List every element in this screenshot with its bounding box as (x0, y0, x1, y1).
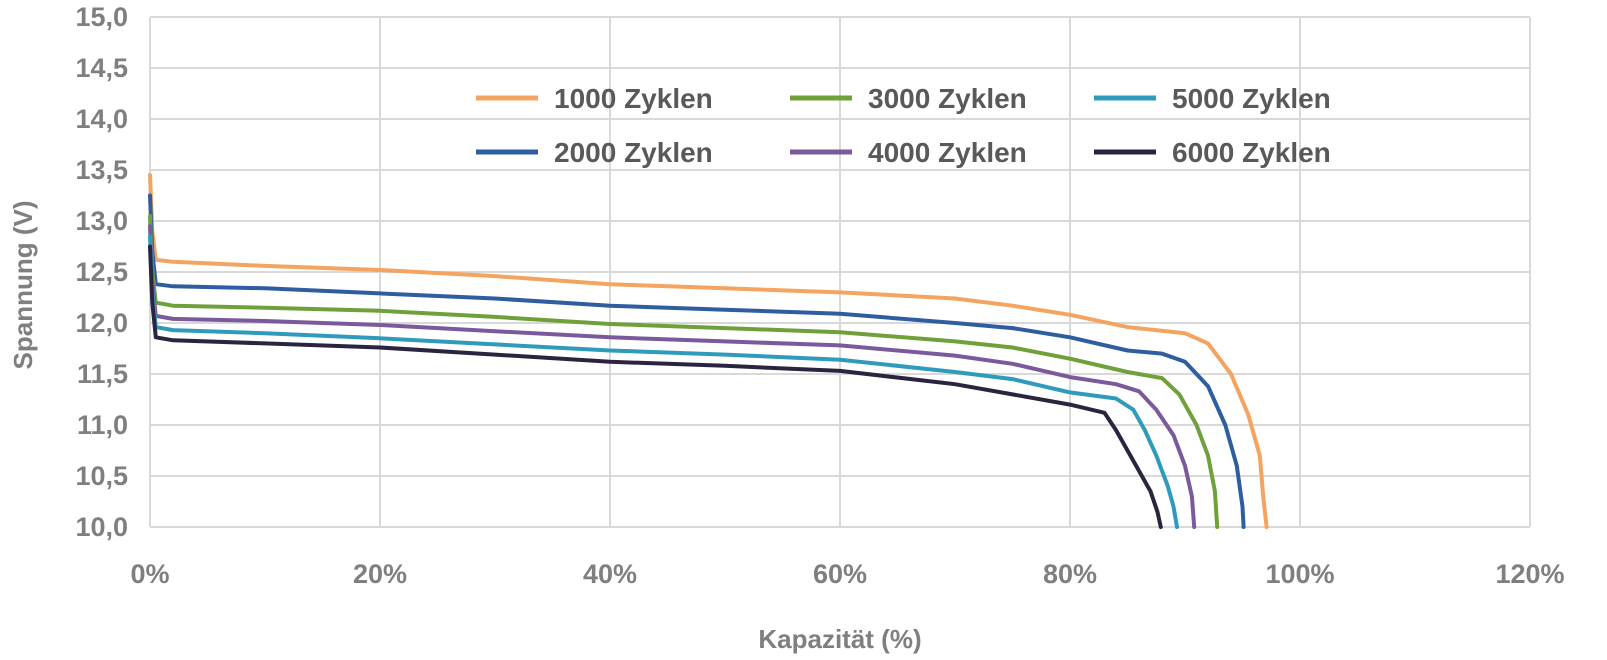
legend-item: 4000 Zyklen (790, 137, 1027, 168)
legend-item: 2000 Zyklen (476, 137, 713, 168)
series-lines (148, 173, 1269, 529)
legend-label: 5000 Zyklen (1172, 83, 1331, 114)
legend: 1000 Zyklen 2000 Zyklen 3000 Zyklen 4000 Zy… (476, 83, 1331, 168)
legend-item: 5000 Zyklen (1094, 83, 1331, 114)
legend-label: 6000 Zyklen (1172, 137, 1331, 168)
series-line-2000 (148, 193, 1246, 529)
legend-label: 2000 Zyklen (554, 137, 713, 168)
x-tick-label: 0% (130, 559, 169, 589)
x-tick-label: 100% (1265, 559, 1334, 589)
series-line-1000 (148, 173, 1269, 529)
y-tick-label: 13,0 (75, 206, 128, 236)
y-axis-title: Spannung (V) (8, 201, 38, 370)
series-line-6000 (148, 244, 1163, 529)
y-tick-label: 14,0 (75, 104, 128, 134)
legend-item: 1000 Zyklen (476, 83, 713, 114)
y-tick-label: 12,0 (75, 308, 128, 338)
x-tick-label: 40% (583, 559, 637, 589)
x-tick-label: 60% (813, 559, 867, 589)
legend-item: 6000 Zyklen (1094, 137, 1331, 168)
y-tick-label: 13,5 (75, 155, 128, 185)
y-tick-label: 11,5 (77, 359, 128, 389)
legend-item: 3000 Zyklen (790, 83, 1027, 114)
series-line-5000 (148, 234, 1179, 529)
x-tick-label: 120% (1495, 559, 1564, 589)
y-tick-label: 15,0 (75, 2, 128, 32)
x-tick-label: 80% (1043, 559, 1097, 589)
legend-label: 3000 Zyklen (868, 83, 1027, 114)
series-line-3000 (148, 213, 1220, 529)
y-tick-label: 12,5 (75, 257, 128, 287)
legend-label: 4000 Zyklen (868, 137, 1027, 168)
y-tick-label: 10,0 (75, 512, 128, 542)
legend-label: 1000 Zyklen (554, 83, 713, 114)
y-tick-label: 14,5 (75, 53, 128, 83)
x-axis-title: Kapazität (%) (758, 624, 921, 654)
x-tick-label: 20% (353, 559, 407, 589)
y-tick-label: 11,0 (77, 410, 128, 440)
axes: 10,0 10,5 11,0 11,5 12,0 12,5 13,0 13,5 14,0 14,5… (75, 2, 1564, 589)
y-tick-label: 10,5 (75, 461, 128, 491)
series-line-4000 (148, 224, 1197, 529)
